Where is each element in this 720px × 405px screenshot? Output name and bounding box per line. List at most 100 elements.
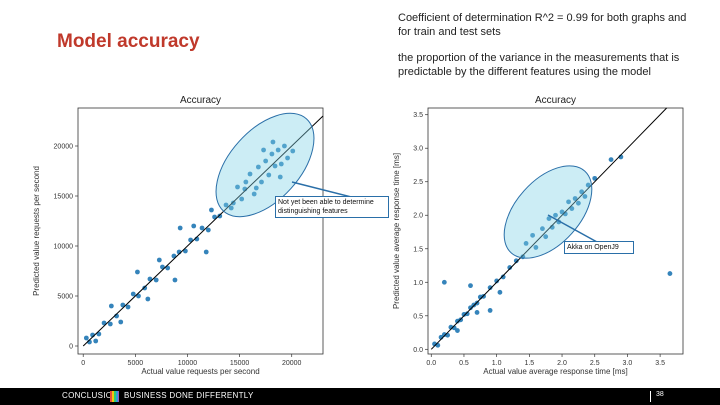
data-point	[487, 285, 493, 291]
x-tick-label: 3.0	[623, 360, 633, 367]
data-point	[253, 185, 259, 191]
data-point	[275, 147, 281, 153]
y-tick-label: 2.5	[413, 179, 423, 186]
slide-title: Model accuracy	[57, 31, 200, 52]
x-tick-label: 0	[81, 360, 85, 367]
data-point	[243, 179, 249, 185]
data-point	[259, 179, 264, 185]
x-tick-label: 1.5	[524, 360, 534, 367]
data-point	[285, 155, 290, 161]
data-point	[582, 194, 588, 199]
left-callout: Not yet been able to determine distingui…	[275, 196, 389, 218]
data-point	[608, 157, 614, 163]
data-point	[239, 196, 245, 202]
data-point	[494, 278, 500, 284]
data-point	[272, 163, 278, 169]
data-point	[83, 335, 89, 341]
y-tick-label: 3.0	[413, 146, 423, 153]
y-tick-label: 5000	[57, 294, 73, 301]
y-tick-label: 1.0	[413, 280, 423, 287]
x-tick-label: 0.5	[459, 360, 469, 367]
data-point	[153, 277, 159, 283]
response-time-chart: Accuracy 0.0 0.5 1.0 1.5 2.0 2.5 3.0 3.5 0.0 0.5 1.…	[390, 90, 690, 380]
chart-title: Accuracy	[535, 95, 576, 106]
data-point	[468, 305, 473, 311]
data-point	[474, 310, 480, 315]
data-point	[566, 199, 571, 205]
x-axis-label: Actual value average response time [ms]	[483, 367, 628, 376]
data-point	[533, 245, 539, 250]
data-point	[575, 200, 581, 206]
data-point	[125, 304, 131, 310]
requests-chart-svg: Accuracy 0 5000 10000 15000 20000 0 5000 10000 15…	[32, 95, 324, 376]
response-time-chart-svg: Accuracy 0.0 0.5 1.0 1.5 2.0 2.5 3.0 3.5 0.0 0.5 1.…	[392, 95, 684, 376]
y-tick-label: 3.5	[413, 112, 423, 119]
data-point	[497, 289, 503, 295]
chart-title: Accuracy	[180, 95, 221, 106]
x-tick-label: 10000	[178, 360, 198, 367]
y-tick-label: 10000	[54, 244, 74, 251]
data-point	[464, 311, 470, 317]
plot-frame	[427, 107, 684, 355]
y-tick-label: 1.5	[413, 246, 423, 253]
page-number: 38	[656, 391, 664, 398]
x-tick-label: 20000	[282, 360, 302, 367]
data-point	[435, 342, 441, 348]
data-point	[441, 279, 447, 285]
data-point	[530, 232, 536, 238]
data-point	[282, 143, 287, 149]
data-point	[468, 283, 473, 289]
data-point	[203, 249, 209, 255]
data-point	[270, 139, 276, 145]
data-point	[145, 296, 151, 302]
data-point	[667, 271, 673, 276]
data-point	[93, 338, 99, 344]
data-point	[107, 321, 113, 327]
x-tick-label: 15000	[230, 360, 250, 367]
variance-note: the proportion of the variance in the me…	[398, 52, 680, 78]
data-point	[177, 225, 183, 231]
data-point	[263, 158, 269, 164]
data-point	[592, 175, 598, 181]
data-point	[277, 174, 283, 180]
data-point	[255, 164, 261, 170]
data-point	[228, 205, 234, 211]
data-point	[543, 234, 549, 240]
data-point	[205, 227, 211, 233]
data-point	[523, 241, 529, 246]
footer-brand: CONCLUSION	[62, 391, 119, 400]
requests-chart: Accuracy 0 5000 10000 15000 20000 0 5000 10000 15…	[30, 90, 330, 380]
data-point	[209, 207, 214, 213]
data-point	[108, 303, 114, 309]
data-point	[142, 285, 148, 291]
data-point	[118, 319, 124, 325]
x-tick-label: 1.0	[492, 360, 502, 367]
data-point	[247, 171, 253, 177]
data-point	[546, 216, 552, 221]
y-tick-label: 0	[69, 344, 73, 351]
x-tick-label: 0.0	[426, 360, 436, 367]
footer-tagline: BUSINESS DONE DIFFERENTLY	[124, 391, 254, 400]
data-point	[445, 332, 451, 338]
data-point	[269, 151, 275, 157]
r2-note: Coefficient of determination R^2 = 0.99 …	[398, 12, 687, 38]
data-point	[553, 212, 558, 218]
data-point	[278, 161, 284, 167]
data-point	[500, 274, 506, 280]
x-tick-label: 5000	[128, 360, 144, 367]
data-point	[191, 223, 197, 229]
data-point	[487, 308, 493, 313]
data-point	[513, 258, 519, 264]
right-callout: Akka on OpenJ9	[564, 241, 634, 254]
y-axis-label: Predicted value average response time [m…	[392, 153, 401, 309]
x-tick-label: 2.0	[557, 360, 567, 367]
data-point	[455, 328, 460, 333]
data-point	[130, 291, 136, 297]
data-point	[266, 172, 272, 178]
data-point	[172, 277, 178, 283]
data-point	[156, 257, 162, 263]
y-tick-label: 0.0	[413, 347, 423, 354]
y-axis-label: Predicted value requests per second	[32, 166, 41, 296]
data-point	[507, 265, 513, 270]
x-tick-label: 2.5	[590, 360, 600, 367]
